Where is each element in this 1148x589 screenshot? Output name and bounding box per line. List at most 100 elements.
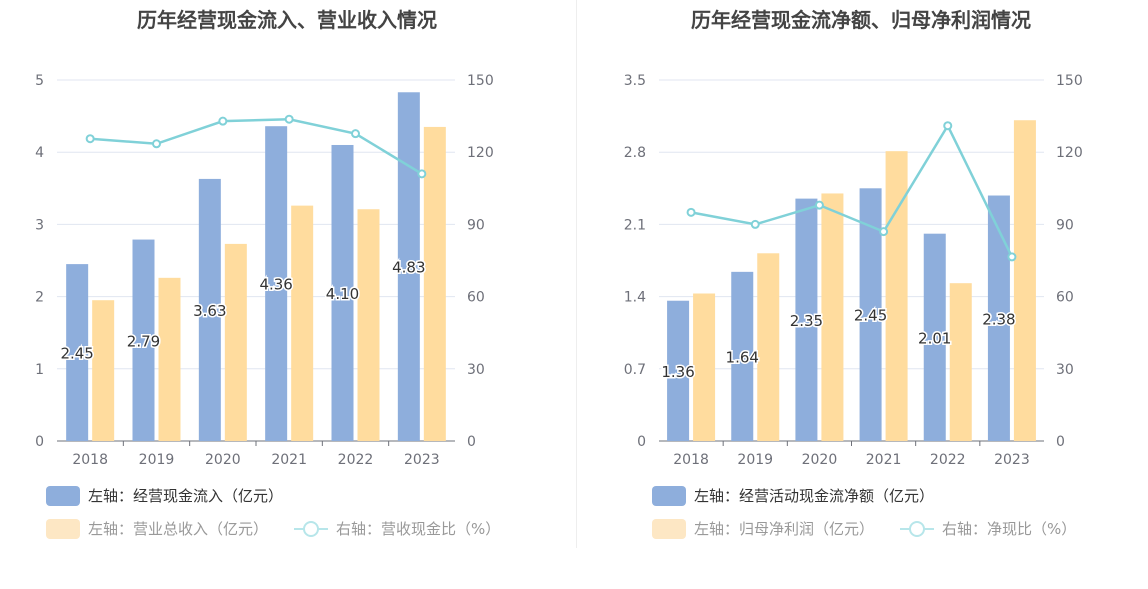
line-point	[351, 129, 360, 139]
bar-series-1	[331, 144, 354, 442]
x-tick-label: 2018	[673, 452, 709, 468]
line-series-ratio	[690, 123, 1014, 258]
chart-title: 历年经营现金流入、营业收入情况	[137, 8, 437, 32]
y-right-tick-label: 90	[1056, 217, 1074, 233]
line-series-ratio	[90, 117, 423, 175]
bar-series-2	[423, 126, 446, 442]
bar-series-2	[92, 300, 115, 441]
bar-data-label: 2.38	[982, 310, 1015, 328]
line-point	[814, 200, 824, 210]
y-left-tick-label: 0	[35, 434, 44, 450]
legend-item-series-3[interactable]: 右轴：营收现金比（%）	[294, 518, 500, 539]
y-left-tick-label: 0.7	[624, 362, 646, 378]
bar-data-label: 1.64	[726, 348, 759, 366]
bar-series-2	[1013, 120, 1036, 442]
legend-label: 左轴：归母净利润（亿元）	[694, 520, 875, 538]
bar-data-label: 2.79	[127, 332, 160, 350]
y-right-tick-label: 150	[1056, 73, 1083, 89]
bar-series-1	[66, 264, 89, 441]
panel-divider	[576, 0, 577, 548]
chart-plot-area: 0 0 1 30 2 60 3 90 4 120 5 150 2018 2.45 2019 2.79 2020 3…	[35, 73, 494, 468]
bar-data-label: 4.36	[259, 276, 292, 294]
y-left-tick-label: 1	[35, 362, 44, 378]
bar-series-2	[949, 283, 972, 441]
legend-label: 左轴：经营现金流入（亿元）	[88, 487, 284, 505]
legend-label: 左轴：营业总收入（亿元）	[88, 520, 269, 538]
y-right-tick-label: 30	[467, 362, 485, 378]
chart-plot-area: 0 0 0.7 30 1.4 60 2.1 90 2.8 120 3.5 150 2018 1.36 201…	[624, 73, 1083, 468]
x-tick-label: 2018	[72, 452, 108, 468]
legend-row-1: 左轴：经营现金流入（亿元）	[46, 485, 309, 506]
x-tick-label: 2019	[139, 452, 175, 468]
legend-item-series-2[interactable]: 左轴：营业总收入（亿元）	[46, 518, 268, 539]
x-tick-label: 2022	[338, 452, 374, 468]
legend-row-2: 左轴：营业总收入（亿元） 右轴：营收现金比（%）	[46, 518, 526, 539]
y-left-tick-label: 0	[637, 434, 646, 450]
x-tick-label: 2023	[404, 452, 440, 468]
line-point	[943, 121, 953, 131]
y-right-tick-label: 60	[467, 290, 485, 306]
line-point	[417, 169, 427, 179]
bar-series-1	[265, 126, 288, 441]
bar-series-2	[693, 293, 716, 441]
y-left-tick-label: 3	[35, 217, 44, 233]
chart-panel-cash-inflow: 历年经营现金流入、营业收入情况 0 0 1 30 2 60 3 90 4 120 5 150 2018 2…	[35, 8, 526, 539]
x-tick-label: 2022	[930, 452, 966, 468]
bar-series-2	[291, 205, 314, 441]
bar-data-label: 1.36	[661, 363, 694, 381]
y-left-tick-label: 2	[35, 290, 44, 306]
legend-label: 右轴：营收现金比（%）	[336, 520, 501, 538]
x-tick-label: 2020	[205, 452, 241, 468]
bar-series-2	[885, 151, 908, 441]
x-tick-label: 2023	[994, 452, 1030, 468]
y-right-tick-label: 150	[467, 73, 494, 89]
y-right-tick-label: 30	[1056, 362, 1074, 378]
bar-series-1	[731, 271, 754, 441]
bar-series-2	[224, 243, 247, 441]
bar-series-1	[923, 233, 946, 441]
legend-row-2: 左轴：归母净利润（亿元） 右轴：净现比（%）	[652, 518, 1102, 539]
legend-item-series-1[interactable]: 左轴：经营活动现金流净额（亿元）	[652, 485, 934, 506]
y-left-tick-label: 5	[35, 73, 44, 89]
x-tick-label: 2020	[802, 452, 838, 468]
legend-swatch-bar-blue	[652, 485, 686, 506]
legend-label: 右轴：净现比（%）	[942, 520, 1077, 538]
bar-series-1	[667, 300, 690, 441]
legend-swatch-bar-blue	[46, 485, 80, 506]
bar-data-label: 4.10	[326, 285, 359, 303]
y-left-tick-label: 1.4	[624, 290, 646, 306]
bar-data-label: 4.83	[392, 259, 425, 277]
y-right-tick-label: 0	[467, 434, 476, 450]
y-left-tick-label: 3.5	[624, 73, 646, 89]
chart-panel-net-cash-flow: 历年经营现金流净额、归母净利润情况 0 0 0.7 30 1.4 60 2.1 90 2.8 12…	[574, 0, 1148, 589]
bar-series-1	[795, 198, 818, 441]
y-right-tick-label: 60	[1056, 290, 1074, 306]
y-left-tick-label: 2.1	[624, 217, 646, 233]
x-tick-label: 2021	[271, 452, 307, 468]
legend-line-marker-icon	[294, 519, 329, 539]
bar-series-1	[859, 188, 882, 441]
bar-data-label: 3.63	[193, 302, 226, 320]
bar-series-1	[987, 195, 1010, 441]
bar-series-2	[357, 209, 380, 441]
line-point	[879, 227, 889, 237]
legend-swatch-bar-yellow	[652, 518, 686, 539]
bar-series-2	[821, 193, 844, 441]
y-left-tick-label: 4	[35, 145, 44, 161]
line-point	[85, 134, 95, 144]
x-tick-label: 2019	[737, 452, 773, 468]
bar-data-label: 2.01	[918, 329, 951, 347]
line-point	[284, 114, 294, 124]
legend-item-series-1[interactable]: 左轴：经营现金流入（亿元）	[46, 485, 283, 506]
y-left-tick-label: 2.8	[624, 145, 646, 161]
legend-swatch-bar-yellow	[46, 518, 80, 539]
bar-series-2	[158, 277, 181, 441]
legend-item-series-2[interactable]: 左轴：归母净利润（亿元）	[652, 518, 874, 539]
legend-label: 左轴：经营活动现金流净额（亿元）	[694, 487, 935, 505]
y-right-tick-label: 90	[467, 217, 485, 233]
bar-series-2	[757, 253, 780, 441]
chart-title: 历年经营现金流净额、归母净利润情况	[691, 8, 1031, 32]
y-right-tick-label: 120	[1056, 145, 1083, 161]
line-point	[686, 207, 696, 217]
legend-item-series-3[interactable]: 右轴：净现比（%）	[900, 518, 1076, 539]
